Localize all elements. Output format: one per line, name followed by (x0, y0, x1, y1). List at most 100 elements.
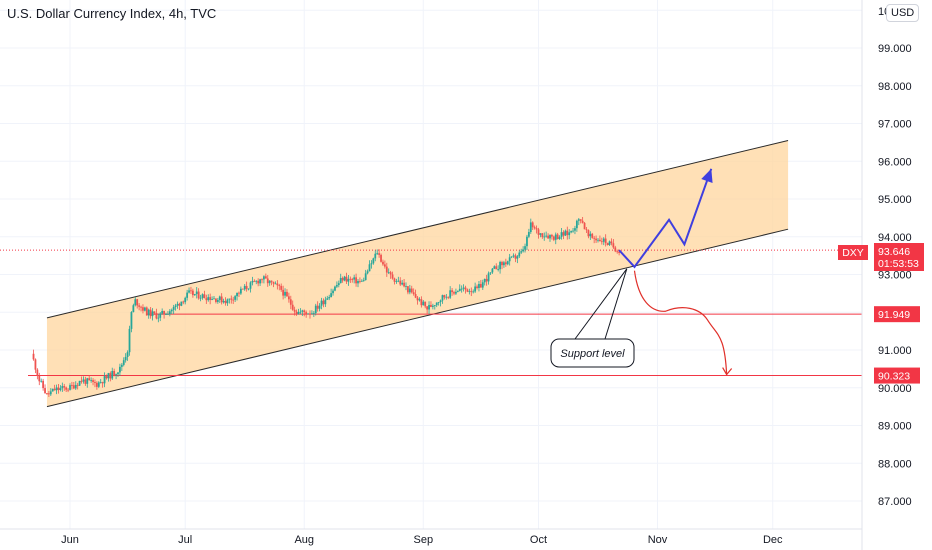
candle-body (552, 236, 555, 240)
candle-body (178, 303, 181, 306)
candle-body (560, 232, 563, 237)
time-tick-label: Sep (413, 534, 433, 546)
candle-body (583, 222, 586, 230)
candle-body (399, 280, 402, 285)
candle-body (69, 385, 71, 390)
candle-body (115, 374, 117, 376)
candle-body (51, 388, 54, 392)
candle-body (309, 313, 311, 315)
candle-body (314, 305, 317, 314)
level-price-labels: 91.949 90.323 (874, 306, 920, 384)
time-axis[interactable]: Jun Jul Aug Sep Oct Nov Dec (61, 534, 783, 546)
candle-body (230, 298, 233, 300)
candle-body (408, 288, 411, 293)
candle-body (433, 305, 436, 307)
candle-body (295, 311, 298, 315)
candle-body (359, 280, 361, 282)
candle-body (527, 232, 530, 237)
candle-body (485, 278, 488, 282)
candle-body (40, 380, 43, 382)
candle-body (105, 376, 108, 379)
candle-body (226, 299, 229, 304)
candle-body (120, 364, 123, 367)
candle-body (251, 280, 254, 283)
candle-body (143, 307, 146, 311)
candle-body (378, 253, 381, 255)
candle-body (111, 370, 114, 379)
candle-body (414, 294, 417, 298)
candle-body (149, 309, 152, 317)
candle-body (380, 254, 382, 262)
candle-body (130, 312, 133, 329)
candle-body (554, 234, 557, 240)
candle-body (466, 289, 469, 292)
candle-body (339, 277, 342, 284)
candle-body (209, 297, 212, 301)
candle-body (389, 272, 392, 275)
bearish-arrow-head-icon (722, 367, 733, 376)
candle-body (90, 380, 93, 381)
price-axis[interactable]: 99.000 98.000 97.000 96.000 95.000 94.000 93.0… (878, 43, 912, 508)
candle-body (274, 283, 277, 285)
candle-body (132, 305, 135, 313)
price-tick-label: 96.000 (878, 156, 912, 168)
candle-body (191, 290, 194, 296)
candle-body (481, 282, 484, 288)
candle-body (334, 286, 336, 291)
candle-body (224, 300, 227, 304)
candle-body (606, 243, 609, 246)
candle-body (163, 310, 165, 315)
channel-lower-line[interactable] (46, 228, 789, 408)
candle-body (537, 229, 540, 235)
candle-body (520, 251, 523, 253)
candle-body (499, 261, 501, 270)
candle-body (61, 386, 64, 389)
candle-body (71, 385, 73, 386)
support-level-callout[interactable]: Support level (550, 268, 635, 368)
candle-body (591, 233, 594, 238)
candle-body (357, 280, 359, 284)
candle-body (232, 299, 235, 301)
time-tick-label: Jun (61, 534, 79, 546)
candle-body (330, 293, 333, 298)
candle-body (491, 268, 494, 273)
candle-body (92, 380, 94, 382)
candle-body (65, 387, 68, 390)
candle-body (278, 285, 281, 287)
candle-body (138, 305, 141, 307)
candle-body (249, 282, 252, 289)
candle-body (602, 238, 605, 242)
candle-body (608, 241, 611, 246)
candle-body (597, 239, 599, 241)
candle-body (201, 294, 204, 298)
level-badge-text: 91.949 (878, 309, 910, 321)
candle-body (501, 261, 503, 266)
candle-body (216, 299, 219, 302)
candle-body (76, 384, 79, 386)
callout-pointer-line (604, 268, 628, 340)
time-tick-label: Jul (178, 534, 192, 546)
channel-upper-line[interactable] (46, 140, 789, 319)
chart-title: U.S. Dollar Currency Index, 4h, TVC (7, 6, 217, 21)
candle-body (199, 297, 202, 299)
candle-body (383, 264, 386, 267)
candle-body (462, 287, 465, 289)
candle-body (610, 241, 613, 244)
price-tick-label: 88.000 (878, 458, 912, 470)
candle-body (387, 272, 390, 274)
bearish-projection-path[interactable] (633, 270, 728, 375)
candle-body (470, 291, 473, 293)
candle-body (124, 356, 127, 361)
candle-body (142, 307, 144, 311)
candle-body (368, 264, 371, 272)
candle-body (284, 291, 286, 296)
candle-body (287, 296, 290, 300)
currency-button[interactable]: USD (886, 4, 920, 22)
price-tick-label: 98.000 (878, 81, 912, 93)
candle-body (516, 256, 519, 259)
bullish-projection-path[interactable] (618, 168, 713, 269)
candle-body (303, 310, 306, 313)
candle-body (514, 255, 517, 259)
ascending-channel[interactable] (46, 140, 789, 407)
